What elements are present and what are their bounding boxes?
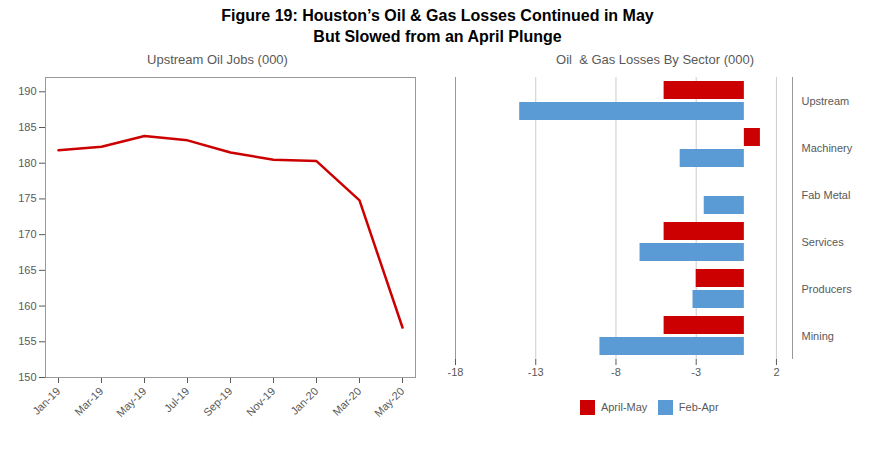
svg-text:Mar-19: Mar-19 <box>72 384 105 417</box>
html-text:Oil & Gas Losses By Sector (00: Oil & Gas Losses By Sector (000) <box>556 51 754 67</box>
svg-text:2: 2 <box>773 366 779 378</box>
svg-text:-8: -8 <box>611 366 621 378</box>
svg-text:150: 150 <box>18 371 36 383</box>
svg-text:Services: Services <box>802 235 845 247</box>
html-text:April-May: April-May <box>600 401 648 414</box>
svg-text:May-19: May-19 <box>114 384 148 418</box>
svg-text:-18: -18 <box>448 366 464 378</box>
svg-text:Nov-19: Nov-19 <box>244 384 278 418</box>
svg-text:170: 170 <box>18 228 36 240</box>
svg-text:Mar-20: Mar-20 <box>330 384 363 417</box>
svg-text:Mining: Mining <box>802 329 834 341</box>
svg-text:May-20: May-20 <box>372 384 406 418</box>
svg-text:190: 190 <box>18 85 36 97</box>
svg-text:-13: -13 <box>528 366 544 378</box>
svg-text:Jan-19: Jan-19 <box>30 384 62 416</box>
html-text:Upstream Oil Jobs (000): Upstream Oil Jobs (000) <box>147 51 288 67</box>
svg-text:Machinery: Machinery <box>802 141 853 153</box>
svg-text:165: 165 <box>18 263 36 275</box>
html-text:Figure 19: Houston’s Oil & Gas: Figure 19: Houston’s Oil & Gas Losses Co… <box>221 7 654 45</box>
svg-text:180: 180 <box>18 156 36 168</box>
svg-text:Producers: Producers <box>802 282 853 294</box>
svg-text:Upstream: Upstream <box>802 94 850 106</box>
svg-text:155: 155 <box>18 335 36 347</box>
svg-text:175: 175 <box>18 192 36 204</box>
svg-text:185: 185 <box>18 121 36 133</box>
svg-text:Jan-20: Jan-20 <box>288 384 320 416</box>
svg-text:160: 160 <box>18 299 36 311</box>
html-text:Feb-Apr: Feb-Apr <box>678 401 719 414</box>
svg-text:Fab Metal: Fab Metal <box>802 188 851 200</box>
svg-text:Sep-19: Sep-19 <box>201 384 235 418</box>
svg-text:Jul-19: Jul-19 <box>162 384 192 414</box>
svg-text:-3: -3 <box>691 366 701 378</box>
